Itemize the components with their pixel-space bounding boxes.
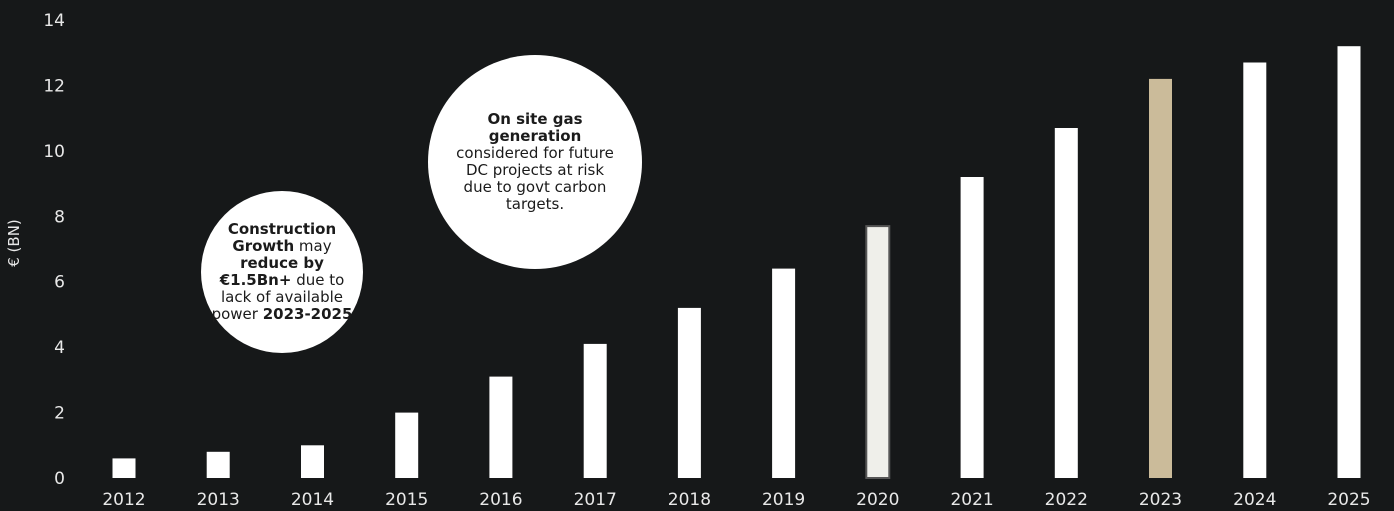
bars <box>112 46 1361 479</box>
bar-2024 <box>1243 62 1267 478</box>
x-tick-label: 2018 <box>668 490 711 510</box>
annotation-bold-text: reduce by €1.5Bn+ <box>219 254 324 289</box>
annotation-bold-text: 2023-2025 <box>262 305 353 323</box>
y-tick-label: 4 <box>54 338 65 358</box>
bar-2019 <box>772 268 796 478</box>
bar-2016 <box>489 376 513 478</box>
annotation-text: due to lack of available power <box>211 271 345 323</box>
annotation-bold-text: On site gas generation <box>487 110 583 145</box>
construction-growth-annotation: Construction Growth may reduce by €1.5Bn… <box>201 191 363 353</box>
x-tick-label: 2014 <box>291 490 334 510</box>
x-axis-ticks: 2012 2013 2014 2015 2016 2017 2018 2019 2020 2021… <box>102 490 1370 510</box>
x-tick-label: 2012 <box>102 490 145 510</box>
x-tick-label: 2025 <box>1327 490 1370 510</box>
bar-2014 <box>301 445 324 478</box>
bar-2023 <box>1149 78 1172 479</box>
x-tick-label: 2023 <box>1139 490 1182 510</box>
x-tick-label: 2015 <box>385 490 428 510</box>
x-tick-label: 2020 <box>856 490 899 510</box>
x-tick-label: 2013 <box>197 490 240 510</box>
bar-2025 <box>1337 46 1361 478</box>
y-tick-label: 14 <box>43 11 65 31</box>
bar-2020 <box>865 225 891 479</box>
bar-2015 <box>395 412 419 478</box>
y-tick-label: 0 <box>54 469 65 489</box>
bar-2018 <box>677 307 701 478</box>
x-tick-label: 2019 <box>762 490 805 510</box>
bar-2017 <box>583 343 607 478</box>
gas-generation-annotation: On site gas generation considered for fu… <box>428 55 642 269</box>
bar-2022 <box>1054 128 1078 478</box>
bar-2013 <box>206 451 230 478</box>
annotation-text: considered for future DC projects at ris… <box>456 144 614 213</box>
bar-2021 <box>960 177 984 478</box>
annotation-bold-text: Construction Growth <box>227 220 337 255</box>
y-tick-label: 10 <box>43 142 65 162</box>
y-tick-label: 2 <box>54 404 65 424</box>
y-axis-ticks: 0 2 4 6 8 10 12 14 <box>43 11 65 489</box>
x-tick-label: 2022 <box>1045 490 1088 510</box>
y-tick-label: 6 <box>54 273 65 293</box>
x-tick-label: 2017 <box>574 490 617 510</box>
y-axis-title: € (BN) <box>5 219 23 267</box>
y-tick-label: 8 <box>54 207 65 227</box>
annotation-text: may <box>294 237 332 255</box>
x-tick-label: 2024 <box>1233 490 1276 510</box>
bar-2012 <box>112 458 136 478</box>
x-tick-label: 2016 <box>479 490 522 510</box>
x-tick-label: 2021 <box>950 490 993 510</box>
y-tick-label: 12 <box>43 76 65 96</box>
